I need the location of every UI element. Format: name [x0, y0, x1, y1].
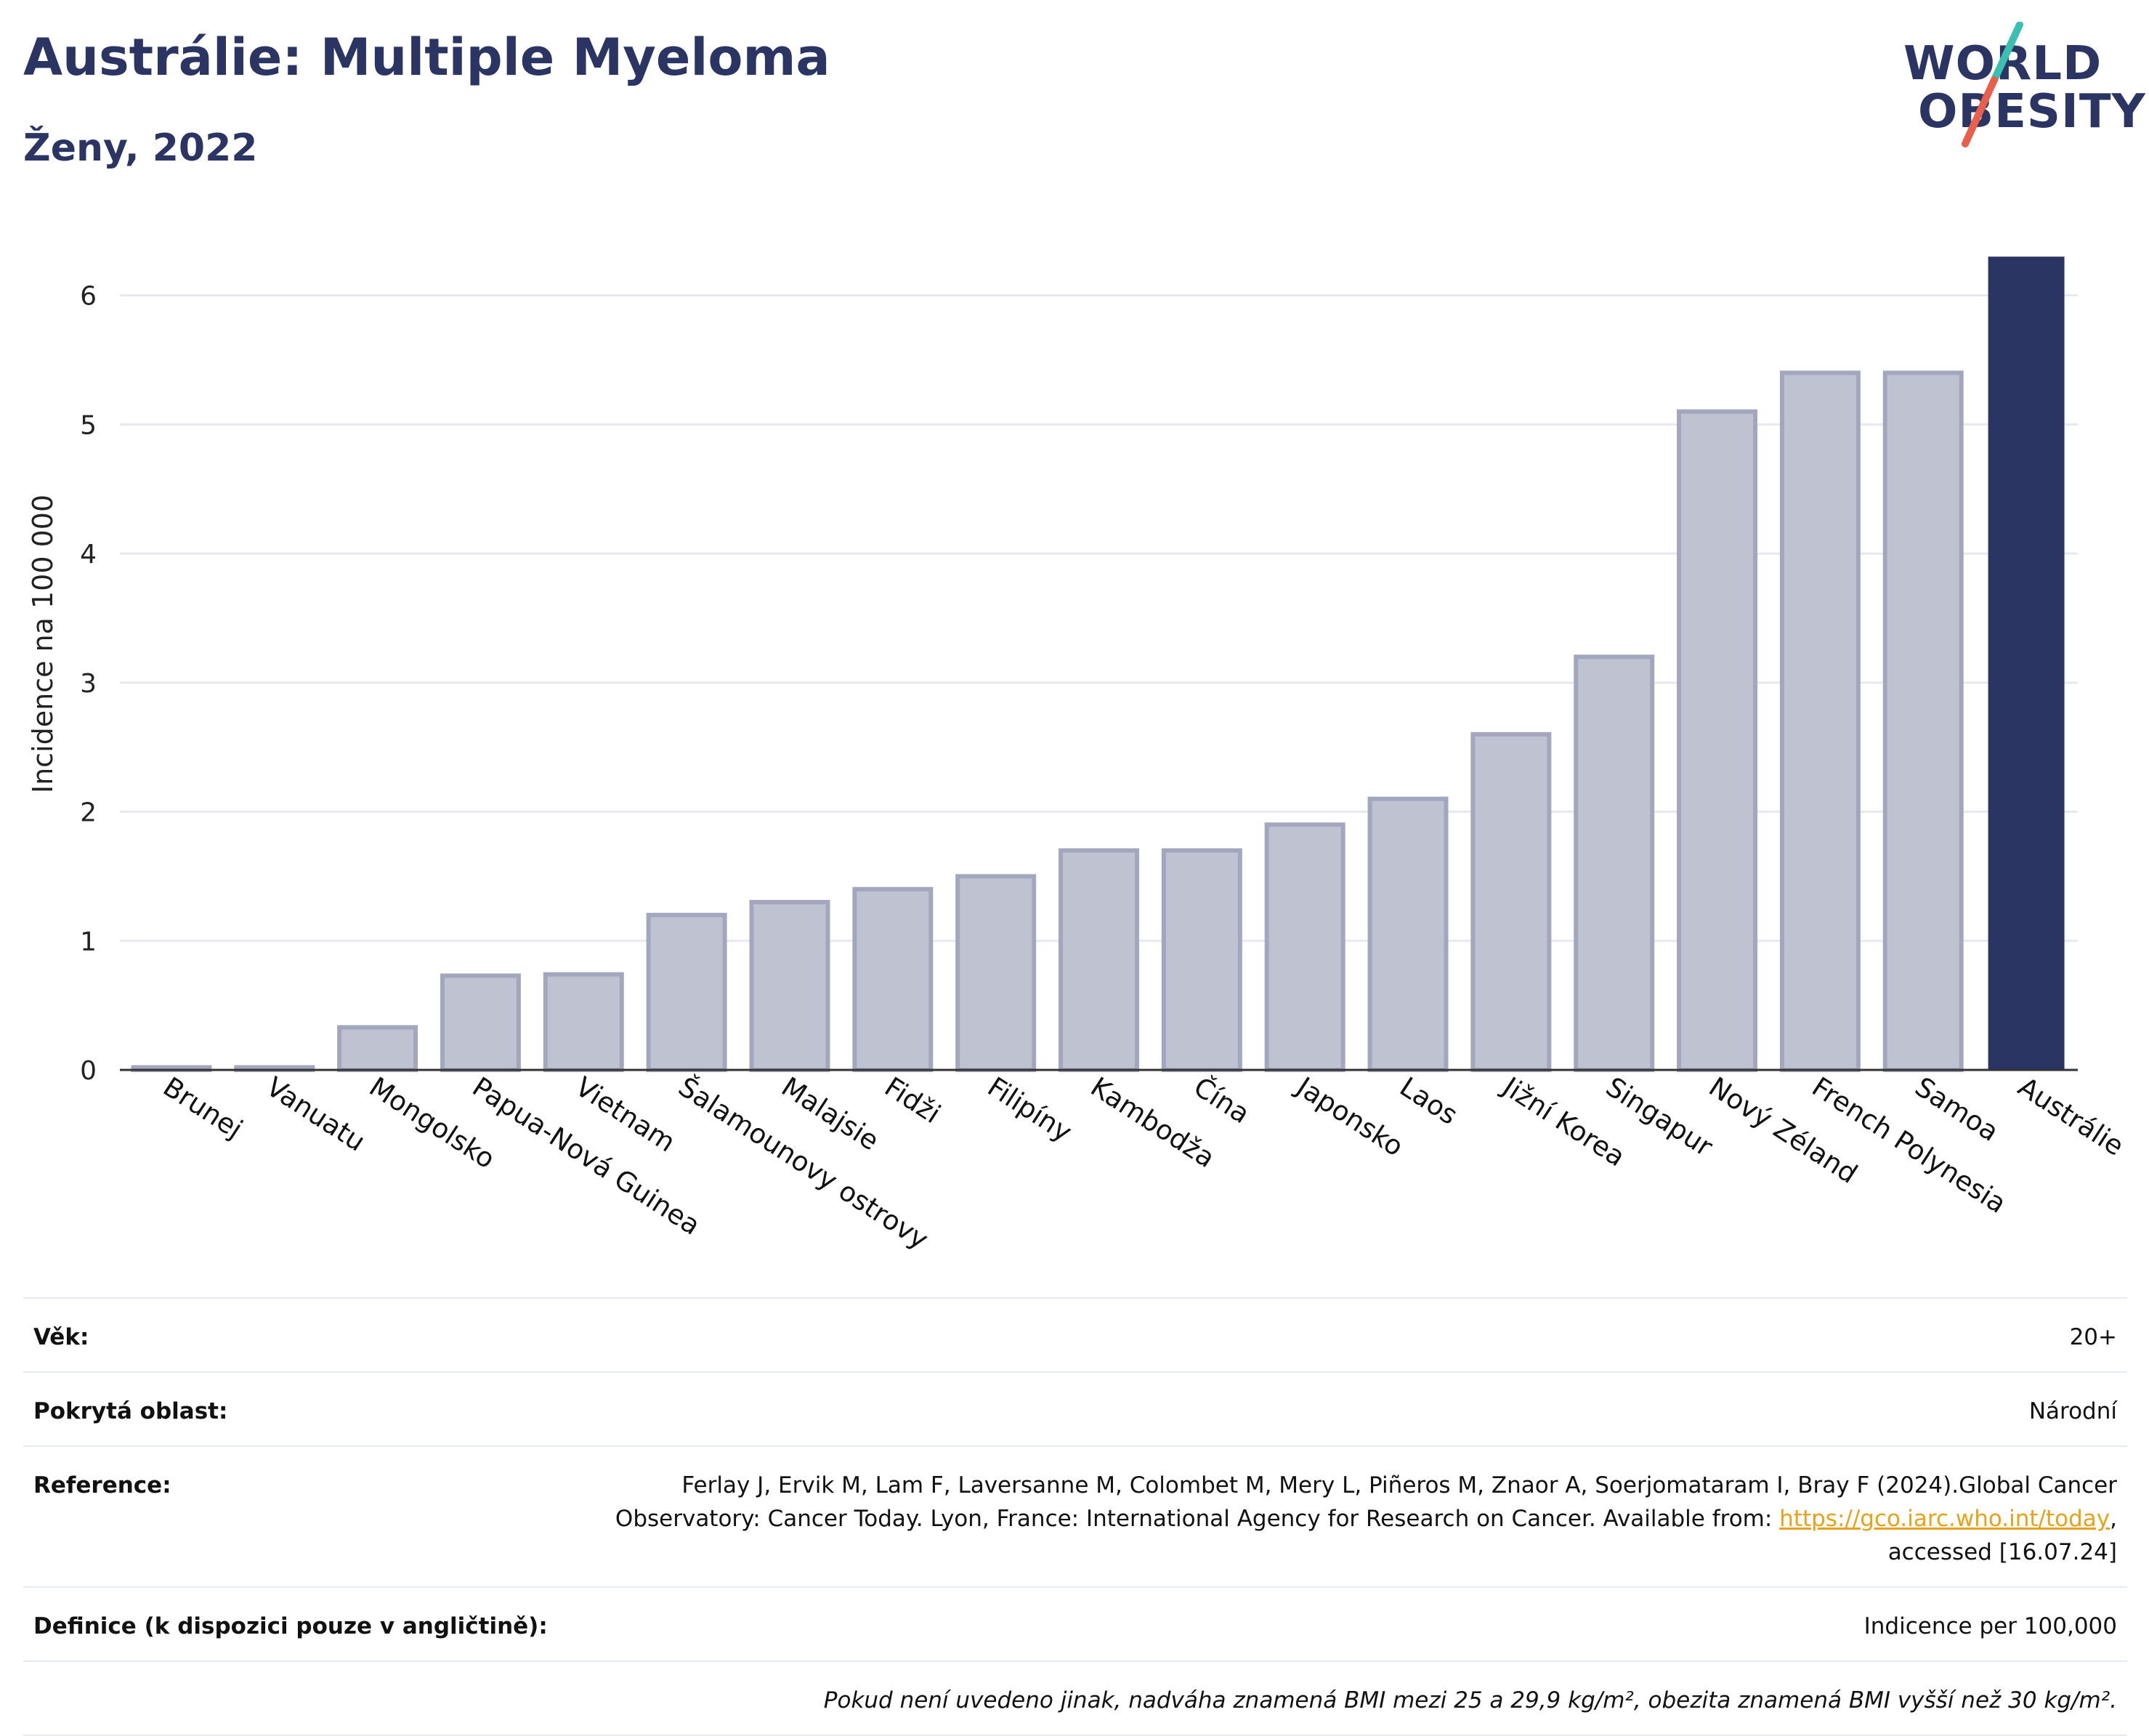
bar	[852, 887, 934, 1072]
bar	[1779, 370, 1861, 1073]
y-tick-label: 6	[80, 282, 97, 312]
chart-subtitle: Ženy, 2022	[23, 126, 258, 170]
info-table: Věk: 20+ Pokrytá oblast: Národní Referen…	[23, 1297, 2127, 1736]
x-tick-label: Japonsko	[1290, 1070, 1409, 1162]
reference-text: Ferlay J, Ervik M, Lam F, Laversanne M, …	[615, 1472, 2117, 1532]
bar	[1574, 654, 1655, 1072]
x-tick-label: French Polynesia	[1806, 1071, 2012, 1219]
bar	[543, 972, 624, 1072]
info-row-reference: Reference: Ferlay J, Ervik M, Lam F, Lav…	[23, 1445, 2127, 1586]
info-row-age: Věk: 20+	[23, 1297, 2127, 1371]
bar-chart: 0 1 2 3 4 5 6 Incidence na 100 000 Brunej Vanuatu…	[27, 256, 2129, 1255]
info-row-note: Pokud není uvedeno jinak, nadváha znamen…	[23, 1660, 2127, 1736]
x-tick-label: Čína	[1188, 1071, 1255, 1130]
info-value-reference: Ferlay J, Ervik M, Lam F, Laversanne M, …	[533, 1469, 2117, 1569]
bar	[337, 1025, 418, 1072]
info-row-definition: Definice (k dispozici pouze v angličtině…	[23, 1586, 2127, 1660]
x-tick-label: Fidži	[879, 1071, 946, 1129]
reference-link[interactable]: https://gco.iarc.who.int/today	[1779, 1506, 2110, 1532]
y-tick-label: 0	[80, 1056, 97, 1086]
y-tick-label: 3	[80, 669, 97, 699]
bar	[1367, 796, 1449, 1072]
bar	[955, 874, 1037, 1073]
info-label-area: Pokrytá oblast:	[33, 1398, 228, 1424]
y-axis-title: Incidence na 100 000	[27, 495, 59, 793]
bar	[1677, 409, 1758, 1073]
info-row-area: Pokrytá oblast: Národní	[23, 1371, 2127, 1445]
bar	[440, 973, 521, 1072]
info-value-area: Národní	[2028, 1398, 2117, 1424]
bar	[1470, 731, 1552, 1073]
bar	[646, 912, 727, 1073]
y-tick-label: 1	[80, 927, 97, 957]
x-tick-label: Austrálie	[2012, 1071, 2129, 1161]
x-tick-label: Brunej	[158, 1071, 248, 1145]
info-value-definition: Indicence per 100,000	[1863, 1613, 2117, 1639]
x-tick-label: Laos	[1394, 1071, 1463, 1130]
bmi-note: Pokud není uvedeno jinak, nadváha znamen…	[823, 1687, 2117, 1713]
info-value-age: 20+	[2069, 1324, 2117, 1350]
world-obesity-logo: WORLD OBESITY	[1889, 22, 2145, 153]
logo-word-obesity: OBESITY	[1918, 85, 2146, 139]
x-tick-label: Vanuatu	[261, 1071, 371, 1157]
info-label-age: Věk:	[33, 1324, 89, 1350]
info-label-reference: Reference:	[33, 1472, 171, 1498]
bar	[1059, 848, 1139, 1072]
chart-title: Austrálie: Multiple Myeloma	[23, 28, 830, 87]
y-tick-label: 2	[80, 798, 97, 828]
bar	[1882, 370, 1964, 1073]
bar	[1264, 822, 1345, 1072]
y-tick-label: 4	[80, 540, 97, 569]
x-tick-label: Filipíny	[982, 1071, 1077, 1148]
bar	[1988, 256, 2065, 1071]
logo-slash-icon	[1962, 22, 2023, 147]
bar	[749, 899, 830, 1072]
reference-accessed: , accessed [16.07.24]	[1887, 1506, 2117, 1565]
y-tick-label: 5	[80, 410, 97, 440]
info-label-definition: Definice (k dispozici pouze v angličtině…	[33, 1613, 548, 1639]
bar	[1161, 848, 1242, 1072]
